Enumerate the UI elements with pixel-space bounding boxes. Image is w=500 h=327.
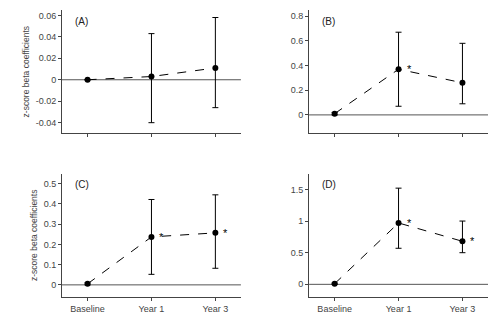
svg-text:0: 0 bbox=[51, 280, 56, 290]
svg-text:z-score beta coefficients: z-score beta coefficients bbox=[21, 26, 31, 118]
svg-text:0.5: 0.5 bbox=[291, 248, 304, 258]
svg-text:0.5: 0.5 bbox=[44, 179, 57, 189]
svg-text:0.4: 0.4 bbox=[44, 199, 57, 209]
svg-text:0: 0 bbox=[298, 110, 303, 120]
svg-text:-0.04: -0.04 bbox=[36, 118, 57, 128]
svg-text:Baseline: Baseline bbox=[317, 304, 352, 314]
svg-text:z-score beta coefficients: z-score beta coefficients bbox=[29, 190, 39, 282]
svg-text:1: 1 bbox=[298, 216, 303, 226]
svg-text:(A): (A) bbox=[75, 16, 88, 27]
svg-text:(D): (D) bbox=[322, 179, 336, 190]
svg-text:0.1: 0.1 bbox=[44, 260, 57, 270]
svg-text:0: 0 bbox=[298, 279, 303, 289]
svg-text:0: 0 bbox=[51, 75, 56, 85]
svg-text:0.8: 0.8 bbox=[291, 11, 304, 21]
svg-text:*: * bbox=[223, 227, 228, 239]
svg-text:*: * bbox=[159, 231, 164, 243]
svg-text:1.5: 1.5 bbox=[291, 185, 304, 195]
svg-text:Year 3: Year 3 bbox=[450, 304, 476, 314]
svg-text:0.02: 0.02 bbox=[39, 53, 57, 63]
svg-text:0.06: 0.06 bbox=[39, 11, 57, 21]
svg-text:0.4: 0.4 bbox=[291, 61, 304, 71]
svg-text:0.2: 0.2 bbox=[44, 240, 57, 250]
svg-text:(C): (C) bbox=[75, 179, 89, 190]
svg-text:Year 1: Year 1 bbox=[386, 304, 412, 314]
svg-text:*: * bbox=[407, 63, 412, 75]
svg-text:-0.02: -0.02 bbox=[36, 96, 57, 106]
svg-text:Baseline: Baseline bbox=[70, 304, 105, 314]
svg-text:0.2: 0.2 bbox=[291, 85, 304, 95]
svg-text:0.6: 0.6 bbox=[291, 36, 304, 46]
svg-text:Year 1: Year 1 bbox=[139, 304, 165, 314]
svg-text:*: * bbox=[407, 217, 412, 229]
svg-text:Year 3: Year 3 bbox=[203, 304, 229, 314]
svg-text:0.3: 0.3 bbox=[44, 219, 57, 229]
svg-text:0.04: 0.04 bbox=[39, 32, 57, 42]
svg-text:*: * bbox=[470, 235, 475, 247]
svg-text:(B): (B) bbox=[322, 16, 335, 27]
